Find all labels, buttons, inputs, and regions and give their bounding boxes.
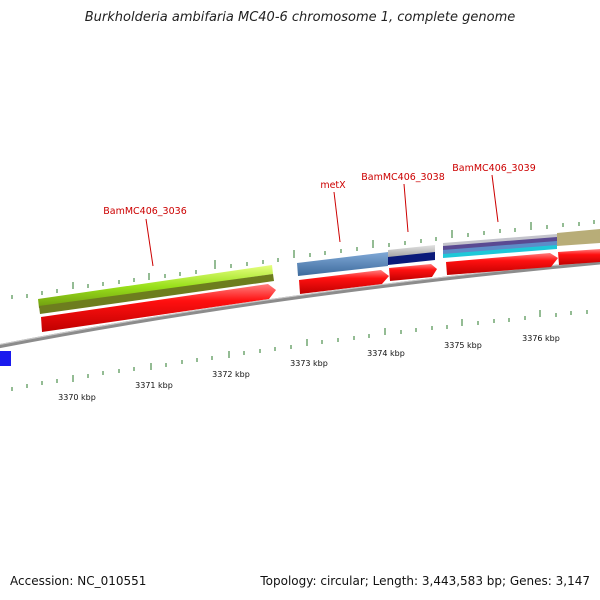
- cds-arrow-2: [299, 270, 389, 294]
- cds-arrow-3: [389, 264, 437, 281]
- cds-arrow-5: [558, 249, 600, 265]
- scale-label-3370: 3370 kbp: [58, 393, 96, 402]
- feature-blue: [0, 351, 11, 366]
- upper-ticks: [11, 220, 595, 299]
- gene-bar-3038-navy: [388, 252, 435, 265]
- callout-3038: [403, 183, 409, 233]
- gene-bar-3039-cyan: [443, 245, 557, 258]
- gene-bar-3039-blue: [443, 241, 557, 255]
- callout-3039: [491, 174, 499, 223]
- gene-bar-3036-top: [38, 265, 273, 308]
- scale-label-3373: 3373 kbp: [290, 359, 328, 368]
- callout-metx: [333, 191, 341, 243]
- gene-bar-3036-bottom: [39, 274, 274, 314]
- gene-bar-3039-purple: [443, 237, 557, 251]
- gene-bar-khaki: [557, 229, 600, 246]
- gene-label-3038[interactable]: BamMC406_3038: [361, 172, 444, 183]
- gene-label-metx[interactable]: metX: [320, 180, 346, 191]
- accession-label: Accession: NC_010551: [10, 574, 147, 588]
- gene-callouts: [145, 174, 499, 267]
- cds-arrow-1: [41, 284, 276, 332]
- topology-summary: Topology: circular; Length: 3,443,583 bp…: [260, 574, 590, 588]
- scale-label-3374: 3374 kbp: [367, 349, 405, 358]
- lower-ticks: [11, 310, 588, 391]
- cds-arrow-4: [446, 253, 558, 275]
- map-title: Burkholderia ambifaria MC40-6 chromosome…: [84, 10, 516, 25]
- genome-backbone: [0, 260, 600, 349]
- gene-label-3039[interactable]: BamMC406_3039: [452, 163, 535, 174]
- gene-label-3036[interactable]: BamMC406_3036: [103, 206, 186, 217]
- gene-bar-3038-grey: [388, 245, 435, 259]
- callout-3036: [145, 218, 154, 267]
- scale-label-3371: 3371 kbp: [135, 381, 173, 390]
- gene-bar-metx: [297, 252, 388, 276]
- scale-label-3372: 3372 kbp: [212, 370, 250, 379]
- scale-label-3375: 3375 kbp: [444, 341, 482, 350]
- scale-label-3376: 3376 kbp: [522, 334, 560, 343]
